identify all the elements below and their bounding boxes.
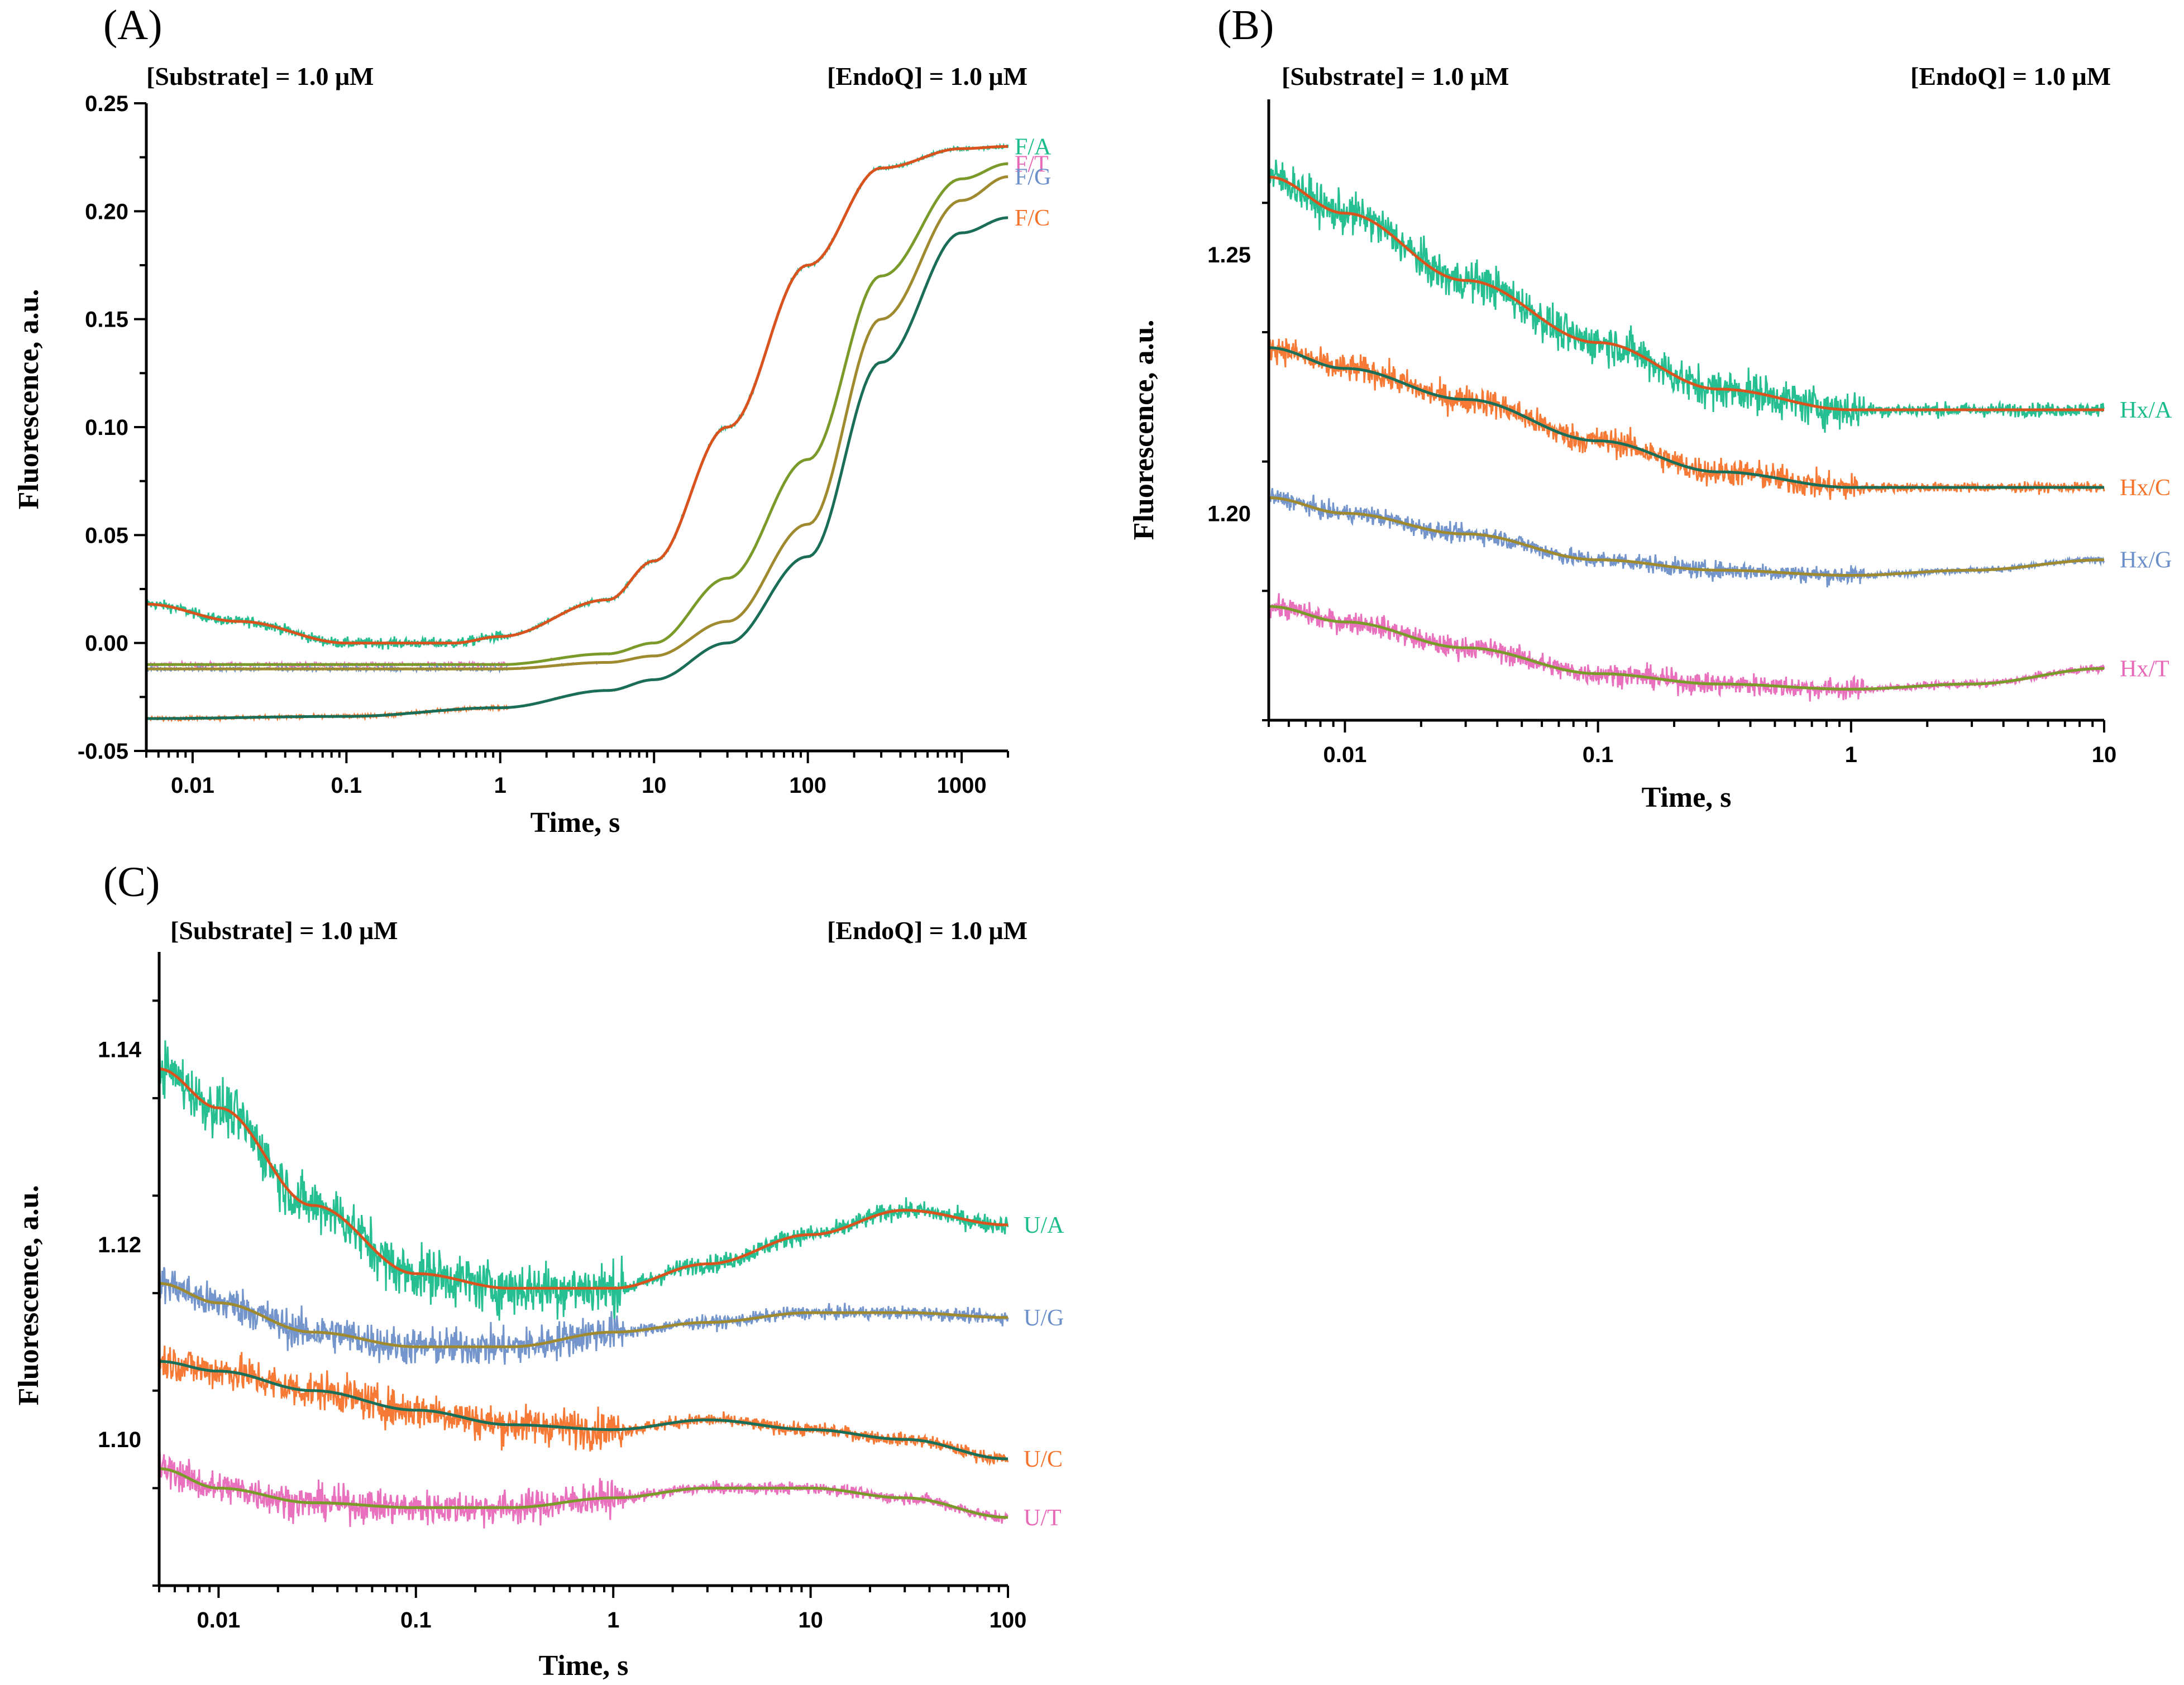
panel-c-label: (C)	[103, 859, 160, 906]
x-tick-label: 1	[607, 1608, 619, 1633]
series-u-g-fit	[159, 1282, 1008, 1348]
panel-b-label: (B)	[1217, 2, 1274, 49]
panel-b-substrate: [Substrate] = 1.0 μM	[1282, 62, 1509, 90]
series-f-t-fit	[146, 162, 1009, 666]
panel-a-substrate: [Substrate] = 1.0 μM	[146, 62, 374, 90]
panel-c-x-ticks: 0.01 0.1 1 10 100	[158, 1586, 1027, 1633]
panel-a-ylabel: Fluorescence, a.u.	[13, 289, 45, 510]
series-hx-a-data	[1268, 159, 2105, 433]
x-tick-label: 0.1	[331, 773, 362, 798]
series-f-a-label: F/A	[1015, 134, 1052, 160]
y-tick-label: 1.20	[1207, 501, 1251, 526]
series-hx-t-label: Hx/T	[2120, 656, 2169, 682]
series-f-t-label: F/T	[1015, 151, 1049, 177]
series-u-a-label: U/A	[1024, 1213, 1064, 1238]
panel-c-y-ticks: 1.10 1.12 1.14	[98, 999, 159, 1587]
series-hx-c-label: Hx/C	[2120, 475, 2171, 501]
series-hx-c-data	[1268, 338, 2105, 500]
panel-a-endoq: [EndoQ] = 1.0 μM	[827, 62, 1028, 90]
panel-c: (C) [Substrate] = 1.0 μM [EndoQ] = 1.0 μ…	[13, 859, 1064, 1682]
series-f-g-fit	[146, 175, 1009, 671]
x-tick-label: 10	[642, 773, 667, 798]
x-tick-label: 0.01	[197, 1608, 240, 1633]
series-u-c-fit	[159, 1360, 1009, 1461]
x-tick-label: 1	[1845, 743, 1857, 767]
series-u-t-label: U/T	[1024, 1505, 1062, 1531]
series-hx-c-fit	[1268, 346, 2104, 489]
y-tick-label: 0.10	[85, 415, 128, 440]
y-tick-label: 0.15	[85, 308, 128, 332]
series-f-c-label: F/C	[1015, 205, 1050, 231]
y-tick-label: 1.12	[98, 1233, 141, 1257]
panel-b-series-group	[1268, 159, 2105, 702]
series-f-t-data	[145, 161, 1009, 670]
y-tick-label: 0.20	[85, 199, 128, 224]
y-tick-label: -0.05	[78, 739, 128, 764]
series-f-c-fit	[146, 216, 1009, 720]
x-tick-label: 0.1	[400, 1608, 432, 1633]
series-u-t-data	[158, 1451, 1009, 1529]
y-tick-label: 1.25	[1207, 243, 1251, 267]
series-hx-g-fit	[1268, 496, 2105, 577]
y-tick-label: 0.00	[85, 631, 128, 656]
panel-b-xlabel: Time, s	[1642, 782, 1732, 813]
series-u-c-label: U/C	[1024, 1447, 1063, 1472]
panel-a-xlabel: Time, s	[531, 807, 620, 839]
panel-b: (B) [Substrate] = 1.0 μM [EndoQ] = 1.0 μ…	[1128, 2, 2172, 813]
panel-c-xlabel: Time, s	[539, 1650, 629, 1682]
series-u-a-fit	[159, 1068, 1008, 1290]
series-u-g-label: U/G	[1024, 1305, 1064, 1331]
series-u-t-fit	[159, 1467, 1009, 1519]
x-tick-label: 1000	[937, 773, 987, 798]
panel-b-ylabel: Fluorescence, a.u.	[1128, 320, 1160, 540]
panel-a-x-ticks: 0.01 0.1 1 10 100 1000	[145, 751, 1009, 798]
series-hx-g-data	[1268, 487, 2105, 588]
series-u-c-data	[158, 1346, 1009, 1467]
panel-a-y-ticks: -0.05 0.00 0.05 0.10 0.15 0.20 0.25	[78, 92, 146, 764]
series-u-g-data	[158, 1267, 1009, 1365]
x-tick-label: 1	[494, 773, 506, 798]
series-f-c-data	[145, 216, 1009, 723]
series-hx-g-label: Hx/G	[2120, 548, 2172, 573]
series-hx-t-data	[1268, 593, 2105, 702]
panel-b-x-ticks: 0.01 0.1 1 10	[1268, 720, 2117, 767]
x-tick-label: 100	[789, 773, 826, 798]
y-tick-label: 1.10	[98, 1428, 141, 1452]
panel-a: (A) [Substrate] = 1.0 μM [EndoQ] = 1.0 μ…	[13, 2, 1052, 839]
series-f-a-data	[145, 142, 1009, 650]
series-hx-t-fit	[1268, 605, 2105, 691]
panel-c-endoq: [EndoQ] = 1.0 μM	[827, 916, 1028, 945]
y-tick-label: 1.14	[98, 1038, 142, 1062]
series-hx-a-label: Hx/A	[2120, 398, 2172, 423]
x-tick-label: 0.01	[171, 773, 214, 798]
x-tick-label: 10	[2092, 743, 2117, 767]
panel-a-label: (A)	[103, 2, 163, 49]
series-hx-a-fit	[1268, 175, 2104, 411]
panel-a-series-group	[145, 142, 1009, 723]
y-tick-label: 0.05	[85, 523, 128, 548]
x-tick-label: 0.01	[1323, 743, 1366, 767]
series-u-a-data	[158, 1040, 1009, 1322]
panel-c-series-group	[158, 1040, 1009, 1529]
panel-b-y-ticks: 1.20 1.25	[1207, 202, 1269, 721]
panel-c-substrate: [Substrate] = 1.0 μM	[170, 916, 398, 945]
series-f-g-label: F/G	[1015, 164, 1051, 190]
series-f-g-data	[145, 175, 1009, 674]
x-tick-label: 10	[798, 1608, 823, 1633]
x-tick-label: 0.1	[1583, 743, 1614, 767]
panel-b-endoq: [EndoQ] = 1.0 μM	[1910, 62, 2111, 90]
y-tick-label: 0.25	[85, 92, 128, 116]
panel-c-ylabel: Fluorescence, a.u.	[13, 1185, 45, 1406]
series-f-a-fit	[146, 145, 1009, 645]
x-tick-label: 100	[990, 1608, 1027, 1633]
